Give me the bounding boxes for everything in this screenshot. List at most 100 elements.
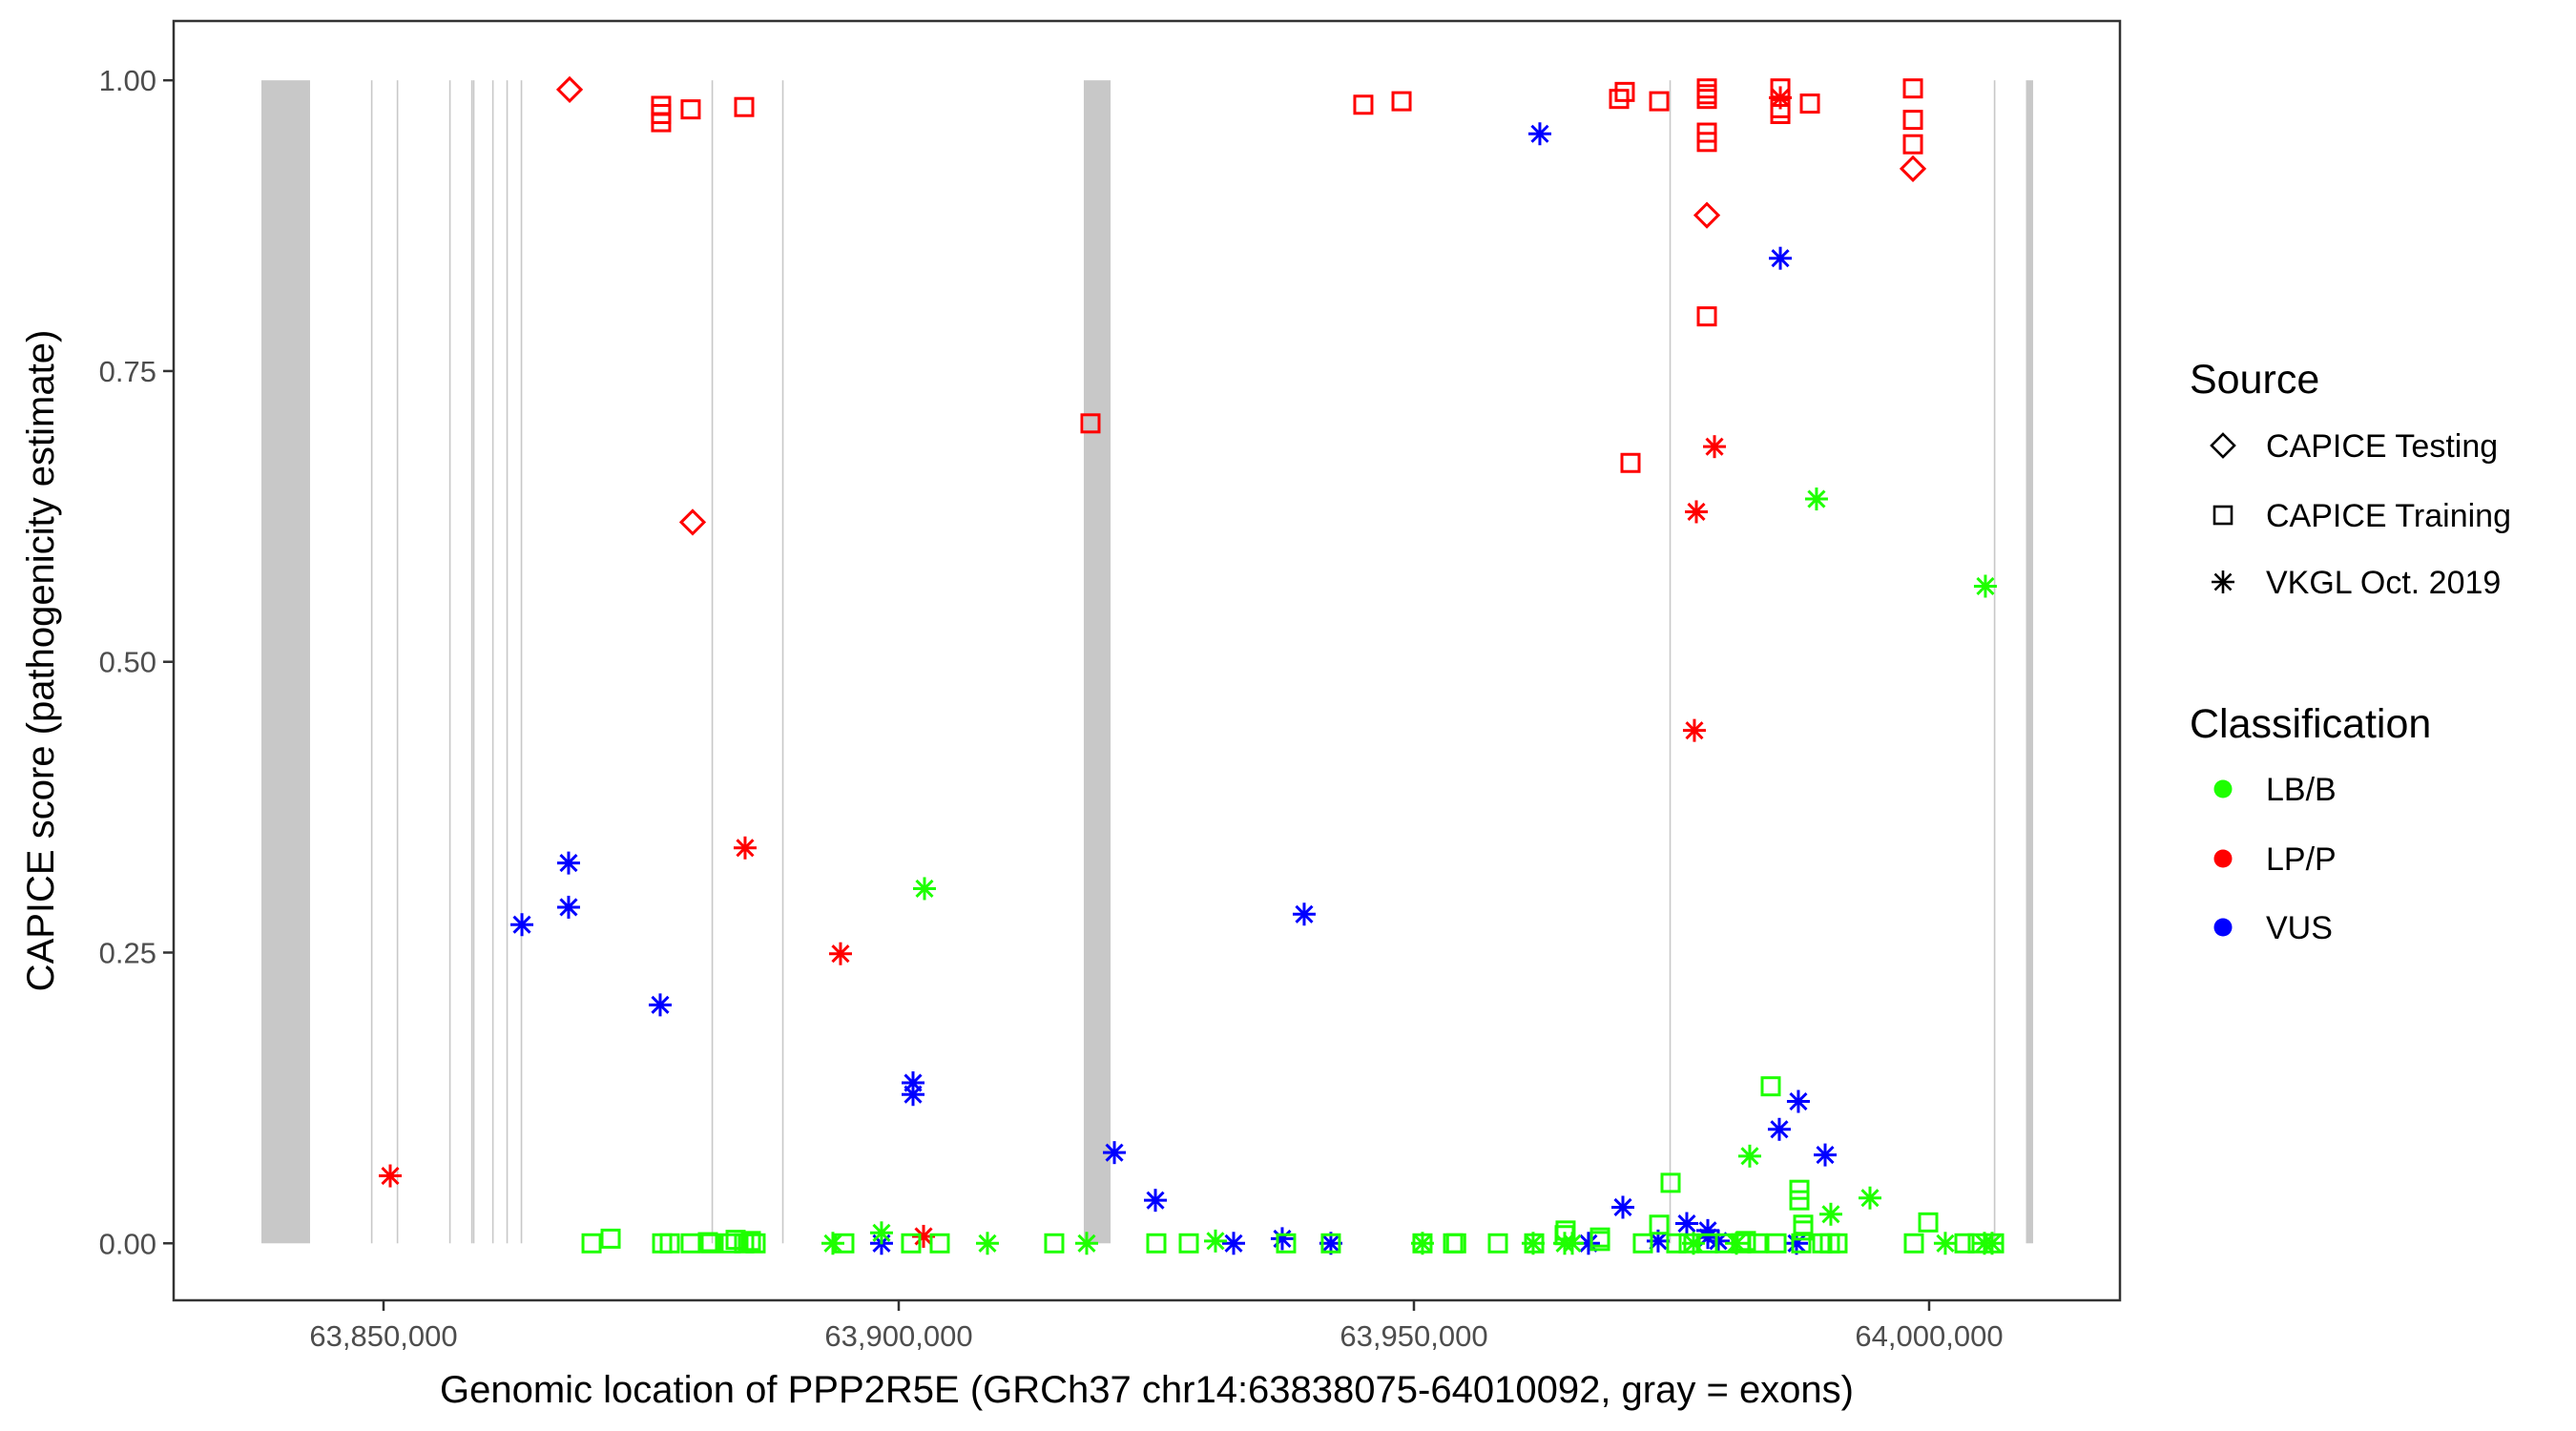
point-capice-training [734,1233,755,1254]
point-vkgl [1769,246,1793,270]
point-capice-training [1614,81,1635,102]
legend-classification-title: Classification [2190,701,2431,747]
x-tick-label: 63,900,000 [824,1319,972,1353]
point-vkgl [1674,1212,1698,1235]
point-capice-training [1649,91,1670,112]
legend-label-lpp: LP/P [2266,841,2337,878]
point-capice-training [1320,1233,1341,1254]
exon-rect [448,80,451,1244]
exon-rect [506,80,509,1244]
point-vkgl [1703,435,1727,459]
y-tick-label: 0.75 [99,355,156,388]
point-capice-training [1735,1231,1756,1252]
point-capice-training [1789,1179,1810,1200]
point-capice-training [651,112,672,133]
legend-label-lbb: LB/B [2266,772,2337,808]
point-vkgl [902,1083,925,1107]
point-capice-training [1487,1233,1508,1254]
point-vkgl [1767,1117,1791,1141]
point-capice-training [1146,1233,1167,1254]
point-vkgl [1707,1229,1731,1253]
exon-rect [370,80,373,1244]
point-capice-training [1353,94,1374,115]
point-vkgl [1685,500,1709,524]
point-capice-training [1391,91,1412,112]
y-tick-label: 1.00 [99,64,156,97]
point-vkgl [1611,1195,1635,1219]
legend-key-asterisk-icon [2212,570,2234,593]
point-vkgl [1221,1232,1245,1255]
point-capice-training [1666,1233,1687,1254]
legend-key-diamond-icon [2210,432,2236,459]
point-capice-training [1954,1233,1975,1254]
point-capice-testing [1693,201,1721,229]
point-capice-training [1678,1233,1699,1254]
point-capice-training [1789,1190,1810,1211]
panel-border [172,19,2122,1302]
legend-source: Source CAPICE Testing CAPICE Training VK… [2190,357,2511,601]
exon-rect [1083,80,1111,1244]
point-vkgl [733,836,757,860]
point-capice-training [734,96,755,117]
legend-dot-lbb-icon [2213,779,2233,798]
point-vkgl [556,895,580,919]
point-vkgl [1804,487,1828,511]
point-capice-testing [678,508,707,536]
point-vkgl [1933,1232,1957,1255]
point-capice-training [1902,134,1923,155]
point-capice-training [1793,1220,1814,1241]
exons-layer [261,80,2033,1244]
point-vkgl [912,877,936,901]
point-capice-training [1827,1233,1848,1254]
point-vkgl [869,1221,893,1245]
point-capice-training [1766,1233,1787,1254]
legend-label-capice-testing: CAPICE Testing [2266,428,2498,465]
point-vkgl [975,1232,999,1255]
point-capice-training [1044,1233,1065,1254]
point-capice-training [1791,1233,1812,1254]
point-capice-training [1696,306,1717,327]
point-vkgl [821,1232,844,1255]
x-tick-label: 63,950,000 [1340,1319,1487,1353]
point-capice-training [1760,1076,1781,1097]
point-vkgl [1682,718,1706,742]
point-capice-training [600,1228,621,1249]
point-capice-training [745,1233,766,1254]
exon-rect [261,80,310,1244]
points-layer [379,75,2005,1255]
point-capice-training [1524,1233,1545,1254]
legend-source-keys [2210,432,2236,593]
point-capice-training [700,1233,721,1254]
x-axis: 63,850,000 63,900,000 63,950,000 64,000,000 [309,1300,2004,1353]
point-vkgl [1203,1229,1227,1253]
point-capice-training [1696,132,1717,153]
exon-rect [781,80,784,1244]
y-axis-title: CAPICE score (pathogenicity estimate) [20,330,62,992]
exon-rect [711,80,714,1244]
legend-source-title: Source [2190,357,2319,403]
point-vkgl [1270,1227,1294,1251]
legend-label-vus: VUS [2266,910,2333,946]
legend-label-vkgl: VKGL Oct. 2019 [2266,565,2501,601]
point-capice-testing [555,75,584,104]
point-capice-training [929,1233,950,1254]
point-capice-training [1589,1231,1610,1252]
point-vkgl [1858,1186,1881,1210]
point-capice-training [1902,78,1923,99]
exon-rect [491,80,494,1244]
point-capice-training [680,1233,701,1254]
exon-rect [396,80,399,1244]
point-capice-training [1793,1214,1814,1235]
point-vkgl [1786,1089,1810,1113]
point-capice-training [1412,1233,1433,1254]
point-capice-training [1555,1220,1576,1241]
point-vkgl [1814,1143,1838,1167]
point-vkgl [556,851,580,875]
point-vkgl [510,913,534,937]
point-capice-training [581,1233,602,1254]
point-vkgl [1292,902,1316,926]
point-vkgl [1074,1232,1098,1255]
point-capice-training [680,99,701,120]
legend-label-capice-training: CAPICE Training [2266,498,2511,534]
point-capice-training [1276,1233,1297,1254]
